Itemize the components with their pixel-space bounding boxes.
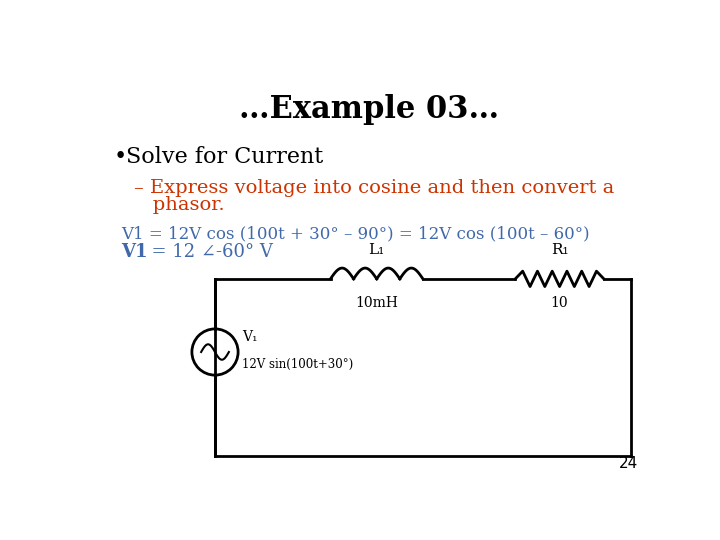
Text: 12V sin(100t+30°): 12V sin(100t+30°) [242,358,354,371]
Text: = 12 ∠-60° V: = 12 ∠-60° V [140,244,272,261]
Text: V₁: V₁ [242,330,258,345]
Text: 24: 24 [619,456,639,471]
Text: V1 = 12V cos (100t + 30° – 90°) = 12V cos (100t – 60°): V1 = 12V cos (100t + 30° – 90°) = 12V co… [121,225,590,242]
Text: Solve for Current: Solve for Current [127,146,324,167]
Text: 10: 10 [551,296,568,310]
Text: R₁: R₁ [551,244,568,257]
Text: L₁: L₁ [369,244,384,257]
Text: …Example 03…: …Example 03… [239,94,499,125]
Text: 10mH: 10mH [355,296,398,310]
Text: phasor.: phasor. [134,195,225,214]
Text: V1: V1 [121,244,148,261]
Text: •: • [113,146,127,167]
Text: – Express voltage into cosine and then convert a: – Express voltage into cosine and then c… [134,179,614,197]
